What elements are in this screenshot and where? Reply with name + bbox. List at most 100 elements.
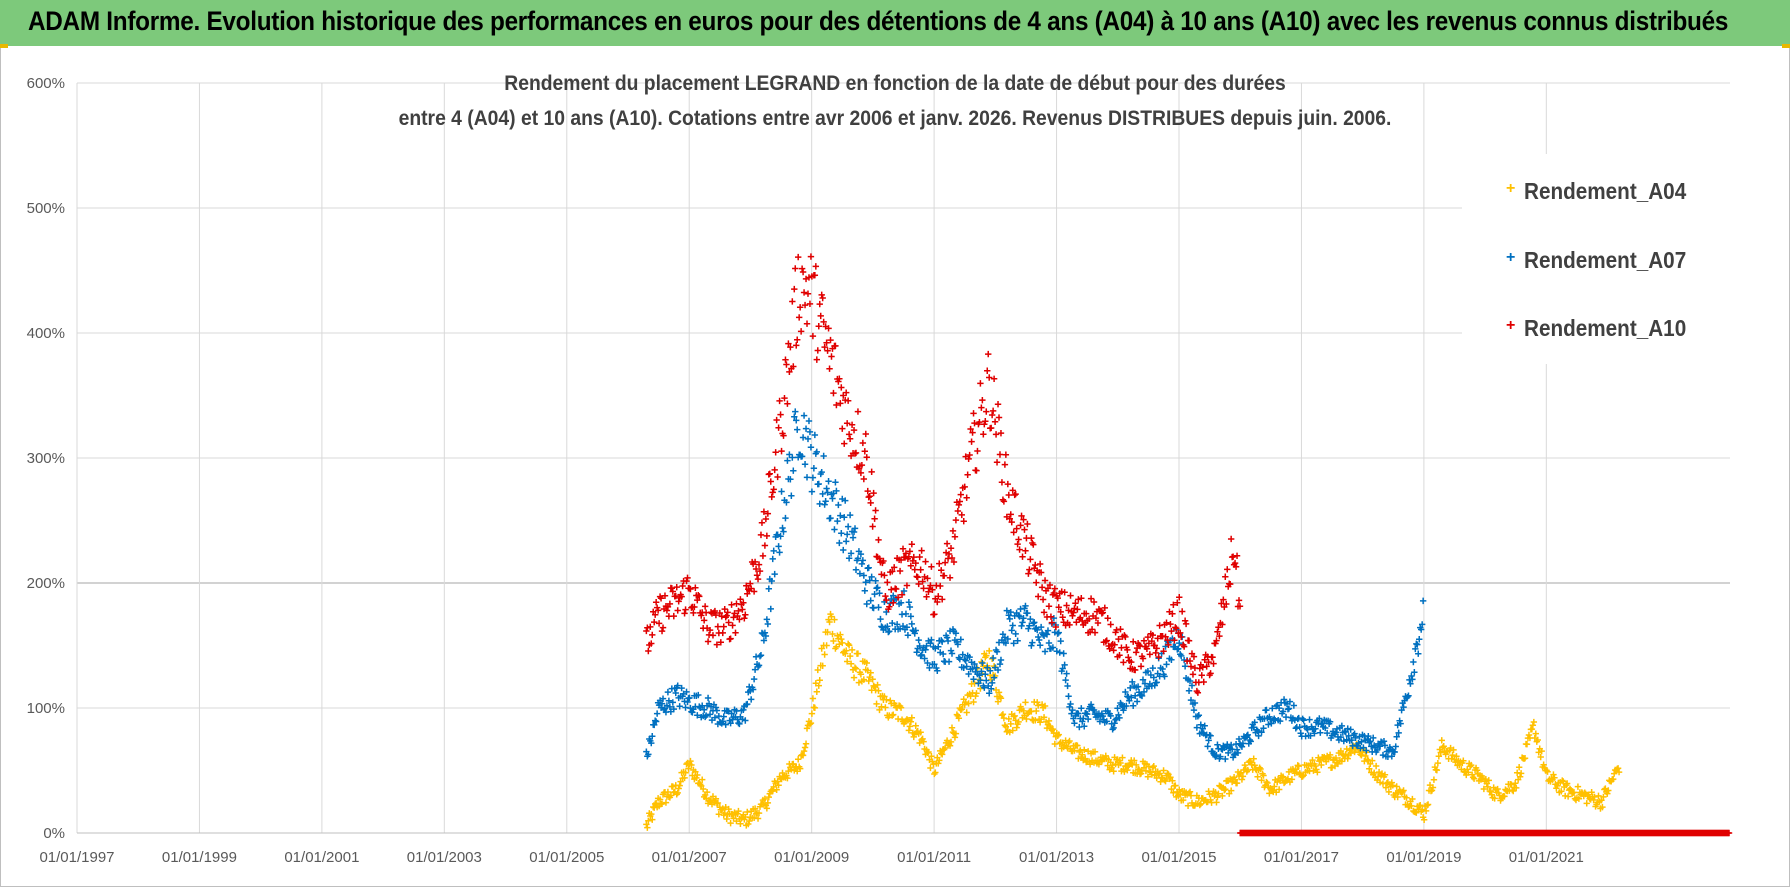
data-point bbox=[644, 824, 651, 831]
data-point bbox=[1232, 563, 1240, 570]
data-point bbox=[777, 411, 784, 418]
data-point bbox=[1018, 622, 1025, 630]
data-point bbox=[995, 414, 1003, 421]
data-point bbox=[957, 491, 965, 498]
data-point bbox=[997, 695, 1005, 702]
data-point bbox=[802, 740, 810, 747]
data-point bbox=[658, 700, 666, 707]
data-point bbox=[1415, 650, 1422, 657]
data-point bbox=[767, 605, 774, 613]
data-point bbox=[938, 750, 945, 757]
data-point bbox=[1031, 619, 1038, 626]
data-point bbox=[690, 609, 697, 617]
data-point bbox=[1110, 647, 1117, 654]
data-point bbox=[1279, 773, 1287, 780]
data-point bbox=[1014, 540, 1021, 548]
data-point bbox=[722, 721, 729, 728]
data-point bbox=[773, 786, 780, 793]
data-point bbox=[850, 528, 858, 536]
data-point bbox=[809, 332, 817, 340]
data-point bbox=[975, 680, 982, 687]
data-point bbox=[834, 517, 841, 525]
data-point bbox=[832, 479, 839, 486]
data-point bbox=[747, 585, 755, 592]
data-point bbox=[768, 577, 775, 585]
data-point bbox=[817, 312, 824, 320]
data-point bbox=[1395, 729, 1402, 737]
data-point bbox=[870, 489, 877, 497]
data-point bbox=[1132, 649, 1140, 656]
data-point bbox=[1615, 768, 1623, 776]
data-point bbox=[889, 619, 896, 627]
data-point bbox=[836, 539, 843, 547]
data-point bbox=[1355, 739, 1362, 747]
data-point bbox=[816, 677, 823, 684]
data-point bbox=[908, 620, 916, 628]
data-point bbox=[1213, 637, 1220, 644]
data-point bbox=[1234, 749, 1242, 757]
data-point bbox=[1159, 665, 1166, 673]
data-point bbox=[979, 659, 986, 667]
data-point bbox=[882, 704, 889, 711]
data-point bbox=[775, 782, 782, 789]
legend-label-a04: Rendement_A04 bbox=[1524, 178, 1687, 204]
data-point bbox=[645, 817, 652, 824]
data-point bbox=[1057, 608, 1064, 616]
data-point bbox=[676, 782, 683, 789]
data-point bbox=[1583, 800, 1590, 807]
data-point bbox=[755, 809, 763, 817]
data-point bbox=[899, 622, 907, 630]
data-point bbox=[1551, 774, 1558, 781]
data-point bbox=[1563, 780, 1571, 787]
data-point bbox=[1008, 627, 1015, 634]
data-point bbox=[1280, 696, 1288, 703]
data-point bbox=[807, 444, 815, 451]
data-point bbox=[1464, 766, 1471, 773]
data-point bbox=[893, 621, 901, 628]
data-point bbox=[1029, 716, 1036, 723]
data-point bbox=[649, 816, 656, 823]
data-point bbox=[1263, 778, 1270, 786]
data-point bbox=[1091, 748, 1099, 755]
data-point bbox=[1036, 642, 1044, 649]
data-point bbox=[1190, 653, 1198, 660]
data-point bbox=[735, 807, 742, 815]
data-point bbox=[780, 432, 787, 439]
data-point bbox=[977, 380, 984, 387]
data-point bbox=[792, 408, 799, 415]
data-point bbox=[1015, 718, 1022, 726]
data-point bbox=[941, 559, 949, 566]
data-point bbox=[679, 582, 686, 590]
data-point bbox=[1111, 720, 1118, 727]
data-point bbox=[952, 630, 960, 637]
data-point bbox=[1482, 775, 1490, 783]
data-point bbox=[846, 652, 854, 660]
data-point bbox=[756, 652, 764, 660]
data-point bbox=[859, 439, 867, 447]
data-point bbox=[1054, 594, 1061, 602]
data-point bbox=[1473, 767, 1481, 774]
data-point bbox=[877, 615, 884, 623]
data-point bbox=[1085, 615, 1093, 623]
data-point bbox=[825, 478, 832, 485]
data-point bbox=[1001, 461, 1009, 468]
data-point bbox=[992, 431, 1000, 438]
data-point bbox=[856, 570, 864, 577]
data-point bbox=[811, 431, 819, 439]
data-point bbox=[1010, 640, 1017, 647]
data-point bbox=[1244, 731, 1252, 739]
data-point bbox=[695, 591, 702, 599]
data-point bbox=[1381, 771, 1389, 779]
data-point bbox=[700, 706, 708, 713]
data-point bbox=[876, 590, 883, 597]
data-point bbox=[712, 704, 720, 711]
data-point bbox=[942, 549, 950, 556]
data-point bbox=[1088, 626, 1096, 633]
data-point bbox=[1055, 731, 1062, 738]
data-point bbox=[1394, 793, 1401, 801]
data-point bbox=[658, 800, 666, 807]
data-point bbox=[801, 744, 809, 751]
data-point bbox=[870, 682, 877, 690]
legend: + Rendement_A04 + Rendement_A07 + Rendem… bbox=[1462, 154, 1730, 364]
data-point bbox=[846, 435, 854, 442]
